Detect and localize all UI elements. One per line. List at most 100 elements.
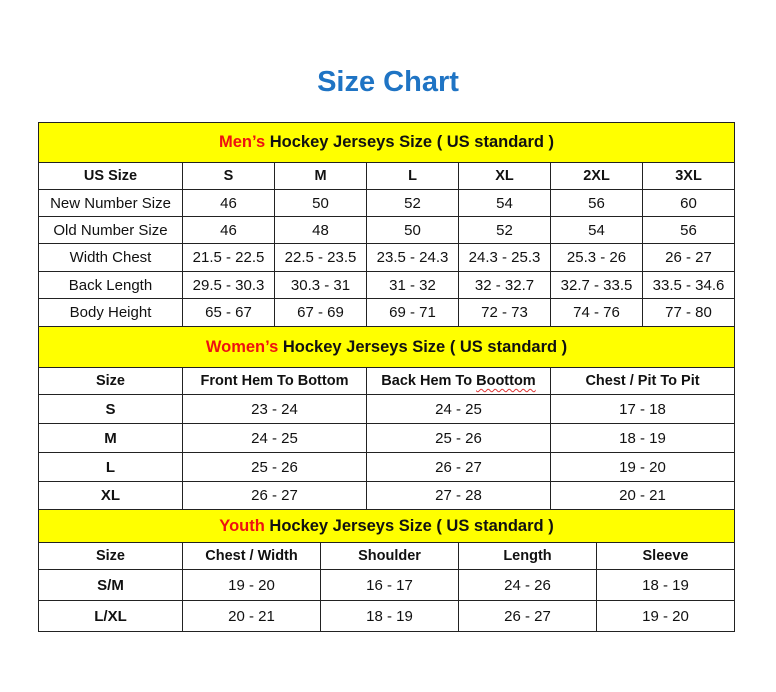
column-header: M xyxy=(274,162,367,190)
table-cell: 69 - 71 xyxy=(366,298,459,327)
youth-size-section: Youth Hockey Jerseys Size ( US standard … xyxy=(37,509,736,632)
table-cell: 72 - 73 xyxy=(458,298,551,327)
table-cell: 77 - 80 xyxy=(641,298,736,327)
row-label: L/XL xyxy=(38,600,183,632)
column-header-label: XL xyxy=(495,168,514,184)
column-header: Front Hem To Bottom xyxy=(182,367,367,395)
table-cell: 67 - 69 xyxy=(274,298,367,327)
table-cell: 26 - 27 xyxy=(641,243,736,272)
table-cell: 21.5 - 22.5 xyxy=(182,243,275,272)
column-header: Sleeve xyxy=(595,542,736,570)
mens-size-table: Men’s Hockey Jerseys Size ( US standard … xyxy=(37,122,736,327)
column-header: 3XL xyxy=(641,162,736,190)
row-label: New Number Size xyxy=(38,189,183,217)
women-section-heading: Women’s Hockey Jerseys Size ( US standar… xyxy=(37,326,736,368)
table-cell: 24 - 26 xyxy=(458,569,597,601)
column-header-label: L xyxy=(408,168,417,184)
table-cell: 48 xyxy=(274,216,367,244)
table-cell: 24 - 25 xyxy=(182,423,367,453)
table-cell: 24.3 - 25.3 xyxy=(458,243,551,272)
row-label: Old Number Size xyxy=(38,216,183,244)
column-header-label: Length xyxy=(503,548,552,564)
row-label: Width Chest xyxy=(38,243,183,272)
table-cell: 18 - 19 xyxy=(320,600,459,632)
table-cell: 50 xyxy=(274,189,367,217)
table-cell: 23 - 24 xyxy=(182,394,367,424)
column-header-label: Size xyxy=(95,373,125,389)
column-header-label: S xyxy=(223,168,234,184)
table-cell: 18 - 19 xyxy=(595,569,736,601)
heading-highlight: Youth xyxy=(219,516,265,535)
column-header: Size xyxy=(38,367,183,395)
table-row: Old Number Size 46 48 50 52 54 56 xyxy=(38,216,736,244)
table-cell: 52 xyxy=(458,216,551,244)
column-header-label: 3XL xyxy=(675,168,702,184)
row-label: XL xyxy=(38,481,183,510)
table-cell: 46 xyxy=(182,216,275,244)
table-cell: 52 xyxy=(366,189,459,217)
table-row: Width Chest 21.5 - 22.5 22.5 - 23.5 23.5 - … xyxy=(38,243,736,272)
column-header: L xyxy=(366,162,459,190)
column-header-label: Chest / Width xyxy=(205,548,298,564)
table-cell: 56 xyxy=(641,216,736,244)
column-header-label: Shoulder xyxy=(358,548,421,564)
table-cell: 25 - 26 xyxy=(182,452,367,482)
table-cell: 17 - 18 xyxy=(549,394,736,424)
column-header: US Size xyxy=(38,162,183,190)
table-cell: 27 - 28 xyxy=(366,481,551,510)
table-row: Back Length 29.5 - 30.3 30.3 - 31 31 - 32 32… xyxy=(38,271,736,299)
heading-text: Hockey Jerseys Size ( US standard ) xyxy=(265,133,555,151)
youth-section-heading: Youth Hockey Jerseys Size ( US standard … xyxy=(37,509,736,543)
heading-highlight: Women’s xyxy=(205,337,279,356)
column-header: Length xyxy=(458,542,597,570)
table-cell: 19 - 20 xyxy=(549,452,736,482)
table-cell: 18 - 19 xyxy=(549,423,736,453)
table-cell: 56 xyxy=(550,189,643,217)
women-heading-row: Women’s Hockey Jerseys Size ( US standar… xyxy=(37,326,736,368)
column-header: Back Hem To Boottom xyxy=(366,367,551,395)
table-row: S 23 - 24 24 - 25 17 - 18 xyxy=(38,394,736,424)
column-header-label: Front Hem To Bottom xyxy=(200,373,349,389)
men-heading-row: Men’s Hockey Jerseys Size ( US standard … xyxy=(37,122,736,163)
table-cell: 60 xyxy=(641,189,736,217)
table-cell: 54 xyxy=(550,216,643,244)
womens-size-table: Women’s Hockey Jerseys Size ( US standar… xyxy=(37,326,736,510)
table-cell: 65 - 67 xyxy=(182,298,275,327)
womens-size-section: Women’s Hockey Jerseys Size ( US standar… xyxy=(37,326,736,510)
column-header: Chest / Width xyxy=(182,542,321,570)
youth-heading-row: Youth Hockey Jerseys Size ( US standard … xyxy=(37,509,736,543)
table-cell: 32.7 - 33.5 xyxy=(550,271,643,299)
heading-text: Hockey Jerseys Size ( US standard ) xyxy=(278,337,568,356)
column-header: Shoulder xyxy=(320,542,459,570)
table-row: L/XL 20 - 21 18 - 19 26 - 27 19 - 20 xyxy=(38,600,736,632)
column-header: XL xyxy=(458,162,551,190)
column-header-label: Chest / Pit To Pit xyxy=(585,373,700,389)
column-header: 2XL xyxy=(550,162,643,190)
table-cell: 25 - 26 xyxy=(366,423,551,453)
women-column-header-row: Size Front Hem To Bottom Back Hem To Boott… xyxy=(38,367,736,395)
row-label: M xyxy=(38,423,183,453)
table-cell: 24 - 25 xyxy=(366,394,551,424)
table-cell: 16 - 17 xyxy=(320,569,459,601)
table-row: XL 26 - 27 27 - 28 20 - 21 xyxy=(38,481,736,510)
table-cell: 32 - 32.7 xyxy=(458,271,551,299)
column-header-label: Back Hem To Boottom xyxy=(381,373,536,389)
column-header-label: Sleeve xyxy=(642,548,689,564)
table-cell: 50 xyxy=(366,216,459,244)
table-cell: 26 - 27 xyxy=(458,600,597,632)
men-section-heading: Men’s Hockey Jerseys Size ( US standard … xyxy=(37,122,736,163)
column-header: S xyxy=(182,162,275,190)
row-label: S/M xyxy=(38,569,183,601)
column-header-label: US Size xyxy=(83,168,138,184)
table-cell: 23.5 - 24.3 xyxy=(366,243,459,272)
table-row: M 24 - 25 25 - 26 18 - 19 xyxy=(38,423,736,453)
table-cell: 33.5 - 34.6 xyxy=(641,271,736,299)
table-cell: 30.3 - 31 xyxy=(274,271,367,299)
table-cell: 20 - 21 xyxy=(182,600,321,632)
table-cell: 20 - 21 xyxy=(549,481,736,510)
table-row: Body Height 65 - 67 67 - 69 69 - 71 72 - 73 7… xyxy=(38,298,736,327)
row-label: S xyxy=(38,394,183,424)
table-cell: 19 - 20 xyxy=(182,569,321,601)
column-header: Size xyxy=(38,542,183,570)
column-header-label: Size xyxy=(95,548,125,564)
